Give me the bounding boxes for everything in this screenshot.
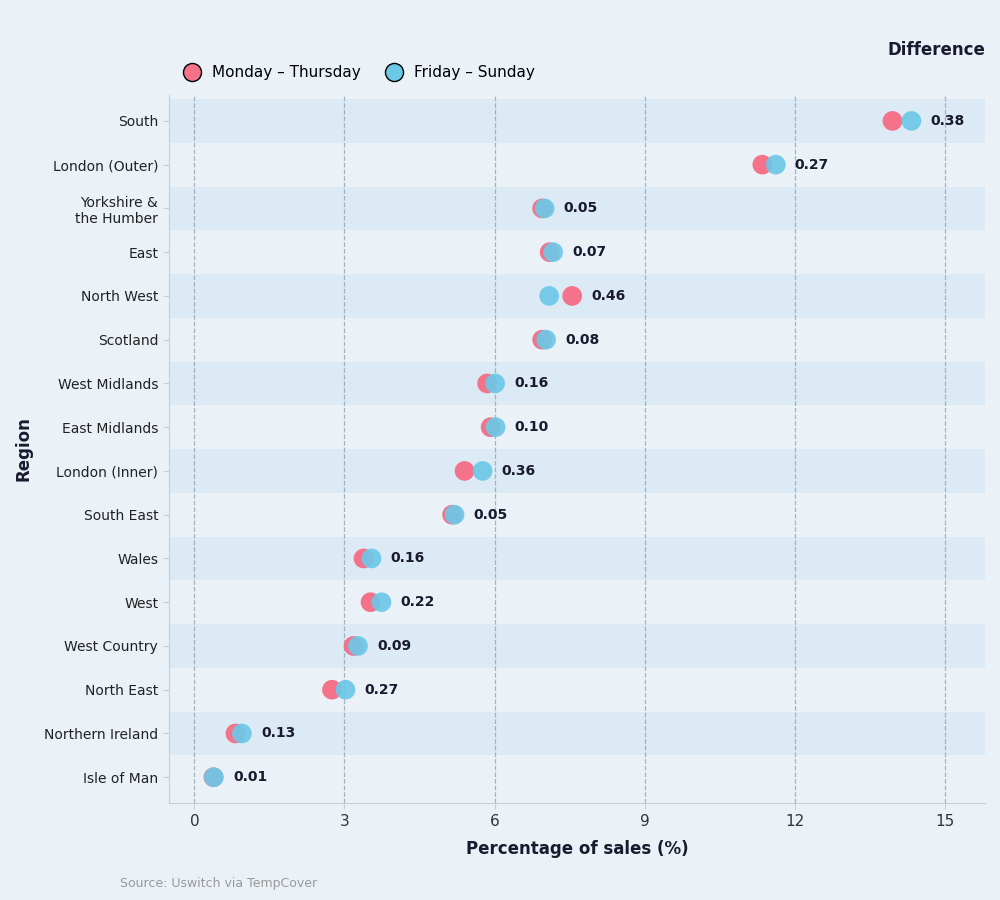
Point: [538, 332, 554, 347]
Point: [483, 420, 499, 435]
Text: Source: Uswitch via TempCover: Source: Uswitch via TempCover: [120, 877, 317, 889]
Point: [350, 639, 366, 653]
Bar: [169, 580, 985, 624]
Point: [345, 639, 361, 653]
Y-axis label: Region: Region: [15, 417, 33, 482]
Point: [337, 682, 353, 697]
Bar: [169, 712, 985, 755]
Bar: [169, 493, 985, 536]
Point: [479, 376, 495, 391]
Point: [534, 202, 550, 216]
Point: [363, 595, 379, 609]
Text: 0.08: 0.08: [565, 333, 599, 346]
Point: [205, 770, 221, 785]
Point: [537, 202, 553, 216]
Text: 0.01: 0.01: [233, 770, 267, 784]
Legend: Monday – Thursday, Friday – Sunday: Monday – Thursday, Friday – Sunday: [177, 65, 535, 80]
Text: 0.27: 0.27: [365, 683, 399, 697]
Text: 0.38: 0.38: [930, 114, 965, 128]
Point: [457, 464, 473, 478]
Text: 0.16: 0.16: [514, 376, 548, 391]
Point: [545, 245, 561, 259]
Text: 0.05: 0.05: [474, 508, 508, 522]
Point: [356, 551, 372, 565]
Point: [234, 726, 250, 741]
Bar: [169, 143, 985, 186]
Bar: [169, 230, 985, 274]
Point: [884, 113, 900, 128]
Bar: [169, 668, 985, 712]
Text: 0.22: 0.22: [401, 595, 435, 609]
Bar: [169, 318, 985, 362]
Point: [447, 508, 463, 522]
Text: 0.16: 0.16: [391, 552, 425, 565]
Point: [903, 113, 919, 128]
Text: 0.27: 0.27: [795, 158, 829, 172]
Text: 0.36: 0.36: [502, 464, 536, 478]
Point: [227, 726, 243, 741]
Bar: [169, 362, 985, 405]
X-axis label: Percentage of sales (%): Percentage of sales (%): [466, 840, 688, 858]
Point: [542, 245, 558, 259]
Bar: [169, 755, 985, 799]
Text: 0.07: 0.07: [572, 245, 606, 259]
Point: [564, 289, 580, 303]
Point: [475, 464, 491, 478]
Text: 0.10: 0.10: [515, 420, 549, 434]
Text: 0.13: 0.13: [261, 726, 295, 741]
Point: [488, 420, 504, 435]
Bar: [169, 274, 985, 318]
Point: [487, 376, 503, 391]
Bar: [169, 536, 985, 580]
Bar: [169, 186, 985, 230]
Point: [534, 332, 550, 347]
Bar: [169, 624, 985, 668]
Text: 0.46: 0.46: [591, 289, 625, 303]
Point: [541, 289, 557, 303]
Bar: [169, 449, 985, 493]
Point: [364, 551, 380, 565]
Point: [444, 508, 460, 522]
Point: [206, 770, 222, 785]
Point: [754, 158, 770, 172]
Point: [324, 682, 340, 697]
Text: Difference: Difference: [887, 41, 985, 59]
Bar: [169, 99, 985, 143]
Bar: [169, 405, 985, 449]
Point: [768, 158, 784, 172]
Text: 0.09: 0.09: [377, 639, 411, 653]
Point: [374, 595, 390, 609]
Text: 0.05: 0.05: [564, 202, 598, 215]
